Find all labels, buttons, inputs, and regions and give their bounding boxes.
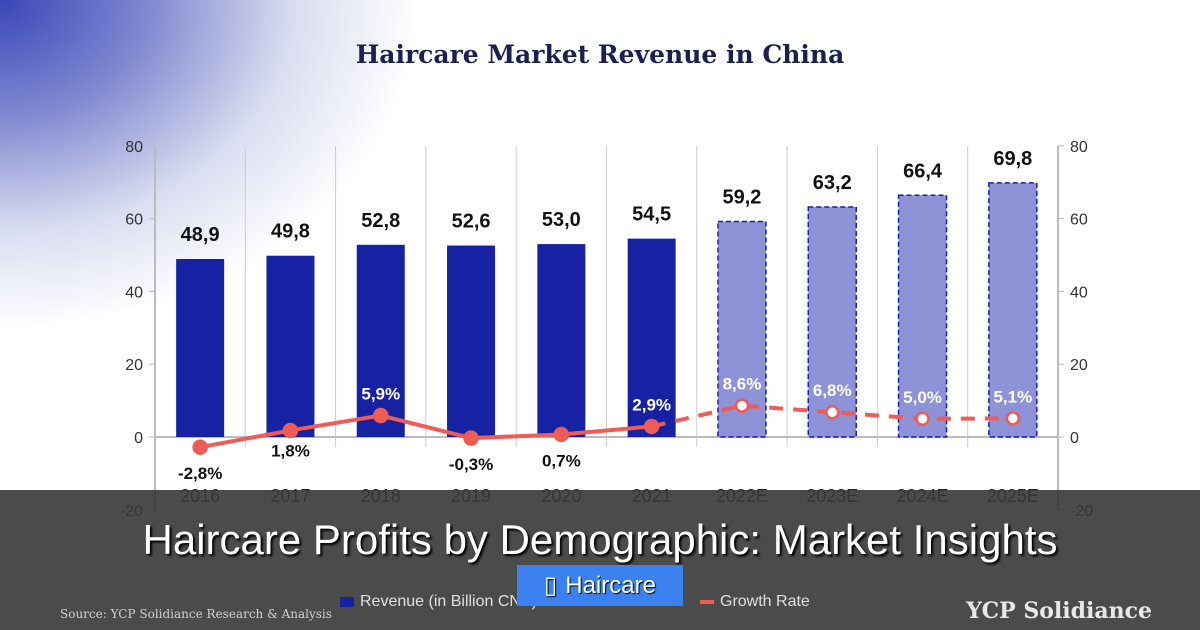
y-tick-label: 0 — [134, 430, 143, 447]
caption-overlay — [0, 490, 1200, 630]
y2-tick-label: 40 — [1070, 284, 1088, 301]
company-logo: YCP Solidiance — [966, 598, 1152, 624]
growth-point — [643, 418, 660, 435]
growth-point — [553, 426, 570, 443]
growth-label: 5,0% — [903, 388, 942, 407]
growth-label: -0,3% — [449, 455, 493, 474]
bar-value-label: 53,0 — [542, 209, 581, 231]
growth-label: 1,8% — [271, 441, 310, 460]
bar-value-label: 54,5 — [632, 204, 671, 226]
y-tick-label: 20 — [125, 357, 143, 374]
y2-tick-label: 20 — [1070, 357, 1088, 374]
legend-swatch-revenue — [340, 597, 354, 607]
bar — [627, 238, 676, 437]
legend-item-revenue: Revenue (in Billion CNY) — [340, 593, 537, 611]
source-note: Source: YCP Solidiance Research & Analys… — [60, 607, 332, 621]
bar — [356, 244, 405, 437]
bar-value-label: 52,8 — [361, 210, 400, 232]
chart-title: Haircare Market Revenue in China — [355, 40, 845, 69]
growth-line-forecast — [651, 403, 1013, 429]
headline: Haircare Profits by Demographic: Market … — [142, 516, 1058, 563]
growth-point — [373, 407, 389, 424]
legend-revenue: Revenue (in Billion CNY) — [360, 593, 537, 610]
growth-label: 0,7% — [542, 451, 581, 470]
y-tick-label: 80 — [125, 139, 143, 156]
bar-value-label: 48,9 — [181, 224, 220, 246]
growth-point — [825, 404, 840, 420]
y-tick-label: 60 — [125, 212, 143, 229]
y2-tick-label: 60 — [1070, 212, 1088, 229]
growth-point — [1005, 411, 1021, 426]
bar — [176, 259, 225, 437]
bar-value-label: 52,6 — [452, 211, 491, 233]
bar-value-label: 59,2 — [722, 187, 761, 209]
growth-label: 8,6% — [723, 375, 762, 394]
bar-value-label: 49,8 — [271, 221, 310, 243]
growth-label: 6,8% — [813, 381, 852, 400]
growth-label: -2,8% — [178, 464, 222, 483]
growth-label: 5,9% — [361, 385, 400, 404]
bar — [266, 255, 315, 437]
growth-label: 5,1% — [993, 387, 1032, 406]
bar-value-label: 69,8 — [993, 148, 1032, 170]
legend-swatch-growth — [700, 600, 714, 604]
growth-point — [282, 422, 299, 439]
growth-point — [734, 398, 750, 413]
legend-item-growth: Growth Rate — [700, 593, 810, 611]
tag-label: Haircare — [565, 571, 656, 599]
growth-point — [915, 411, 930, 427]
tag-icon: ▯ — [544, 572, 558, 599]
growth-point — [192, 439, 208, 455]
tag-button[interactable]: ▯ Haircare — [517, 565, 683, 606]
bar-value-label: 63,2 — [813, 172, 852, 194]
growth-point — [463, 430, 479, 446]
y2-tick-label: 80 — [1070, 139, 1088, 156]
bar — [897, 194, 948, 438]
legend-growth: Growth Rate — [720, 593, 810, 610]
y-tick-label: 40 — [125, 284, 143, 301]
growth-line — [199, 413, 652, 450]
bar-value-label: 66,4 — [903, 160, 943, 182]
bar — [447, 245, 496, 437]
bar — [537, 244, 586, 437]
bar — [807, 206, 857, 438]
bar — [988, 182, 1038, 438]
growth-label: 2,9% — [632, 395, 671, 414]
y2-tick-label: 0 — [1070, 430, 1079, 447]
